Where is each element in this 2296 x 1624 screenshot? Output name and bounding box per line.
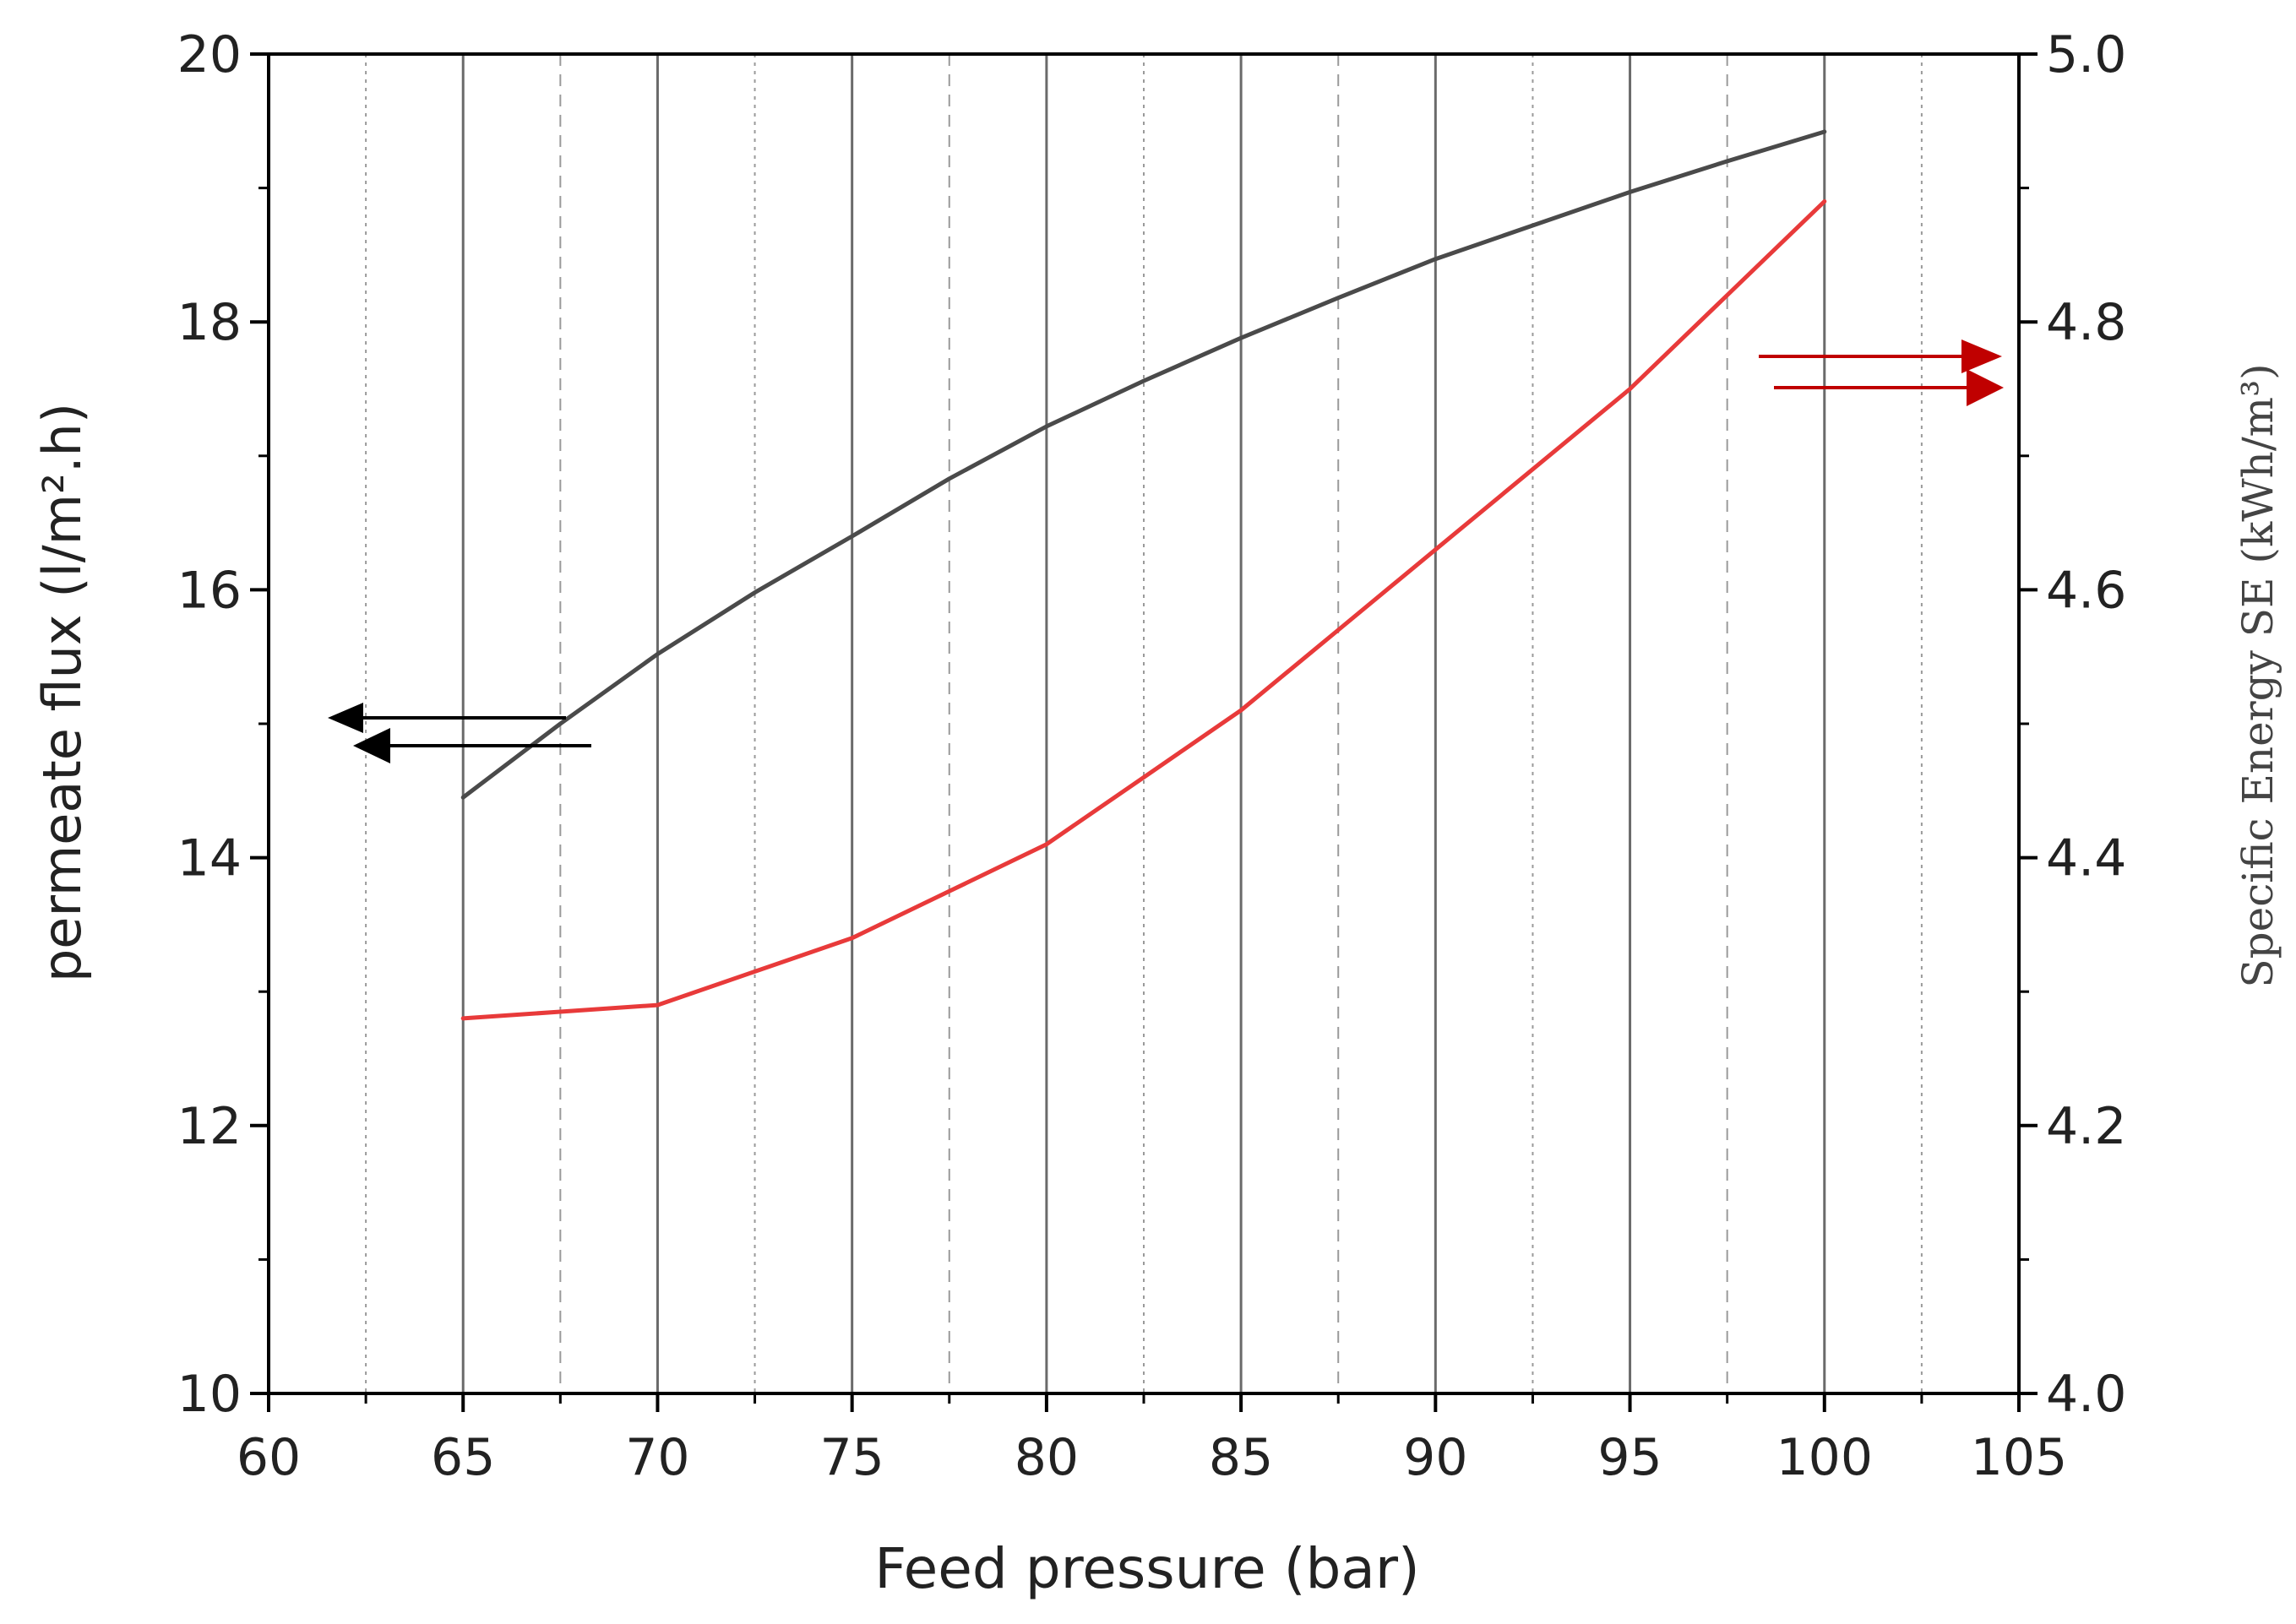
y-left-tick-label: 16 <box>177 561 242 620</box>
y-left-tick-label: 10 <box>177 1365 242 1424</box>
axes <box>250 52 2038 1412</box>
x-tick-label: 75 <box>819 1428 884 1487</box>
x-tick-label: 60 <box>237 1428 301 1487</box>
left-arrow-head <box>328 703 363 733</box>
x-tick-label: 105 <box>1971 1428 2068 1487</box>
y-axis-left-label: permeate flux (l/m².h) <box>31 403 93 982</box>
y-right-tick-label: 4.2 <box>2046 1097 2126 1156</box>
x-tick-label: 85 <box>1209 1428 1273 1487</box>
y-right-tick-label: 5.0 <box>2046 25 2126 84</box>
x-tick-label: 70 <box>625 1428 689 1487</box>
x-tick-label: 90 <box>1403 1428 1467 1487</box>
y-left-tick-label: 20 <box>177 25 242 84</box>
y-axis-right-label: Specific Energy SE (kWh/m³) <box>2233 363 2282 987</box>
axis-arrows <box>328 339 2004 763</box>
tick-labels: 60 65 70 75 80 85 90 95 100 105 10 12 14 16 18 20 4.0 4.2… <box>177 25 2127 1487</box>
y-left-tick-label: 12 <box>177 1097 242 1156</box>
series-line-permeate-flux <box>460 129 1827 800</box>
y-right-tick-label: 4.8 <box>2046 293 2126 352</box>
y-right-tick-label: 4.4 <box>2046 829 2126 888</box>
x-tick-label: 95 <box>1597 1428 1662 1487</box>
x-axis-label: Feed pressure (bar) <box>874 1536 1419 1601</box>
y-right-tick-label: 4.6 <box>2046 561 2126 620</box>
left-arrow-head <box>353 728 390 763</box>
y-left-tick-label: 18 <box>177 293 242 352</box>
y-right-tick-label: 4.0 <box>2046 1365 2126 1424</box>
right-arrow-head <box>1967 369 2004 406</box>
x-tick-label: 80 <box>1015 1428 1079 1487</box>
x-tick-label: 65 <box>431 1428 495 1487</box>
y-left-tick-label: 14 <box>177 829 242 888</box>
right-arrow-head <box>1961 339 2002 373</box>
x-tick-label: 100 <box>1776 1428 1874 1487</box>
series-line-specific-energy <box>460 199 1827 1021</box>
series <box>460 129 1827 1021</box>
grid-lines <box>365 54 1923 1393</box>
